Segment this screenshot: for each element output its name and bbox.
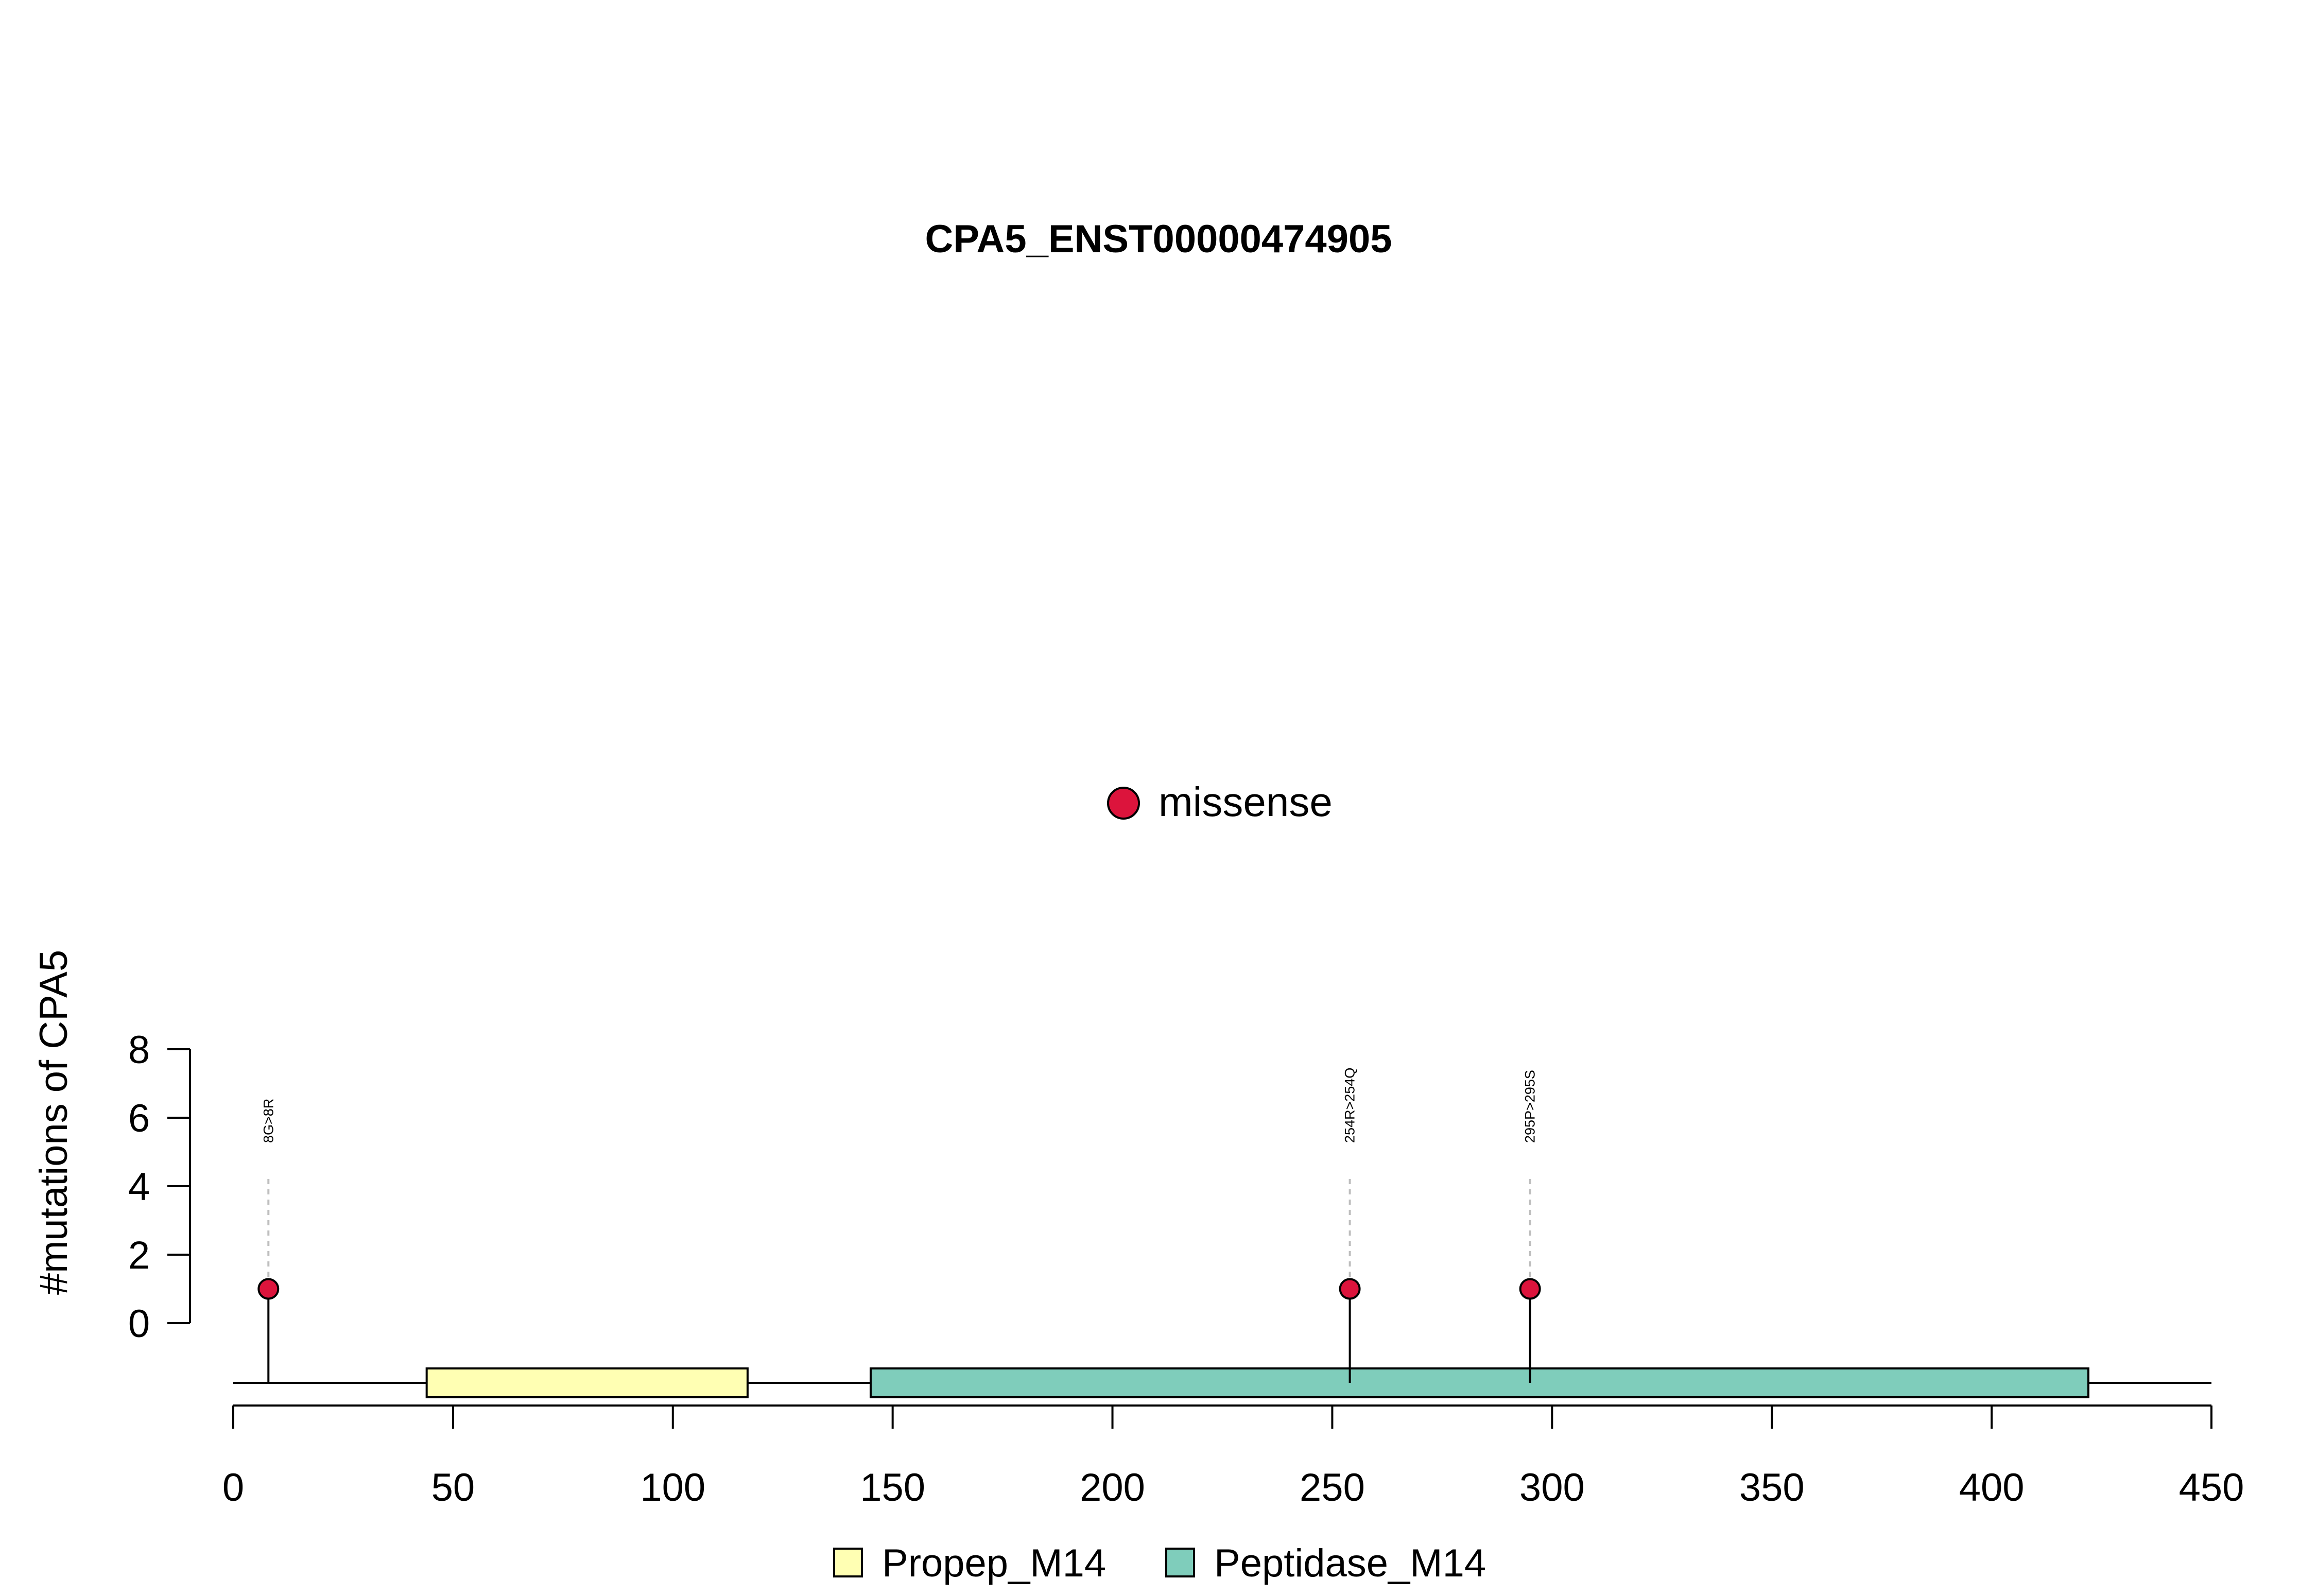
mutation-lollipops: 8G>8R 254R>254Q 295P>295S	[257, 1068, 1541, 1383]
x-tick-label-0: 0	[222, 1466, 244, 1510]
lollipop-head-254	[1339, 1278, 1361, 1300]
mutation-label-8: 8G>8R	[261, 1099, 276, 1143]
x-tick-label-300: 300	[1519, 1466, 1585, 1510]
x-tick-label-250: 250	[1300, 1466, 1365, 1510]
y-axis-label: #mutations of CPA5	[32, 950, 76, 1295]
legend-missense-marker	[1107, 787, 1140, 820]
y-tick-label-0: 0	[128, 1302, 150, 1346]
x-tick-label-50: 50	[431, 1466, 475, 1510]
x-tick-label-150: 150	[860, 1466, 925, 1510]
y-tick-label-6: 6	[128, 1097, 150, 1140]
y-tick-label-8: 8	[128, 1028, 150, 1072]
legend-swatch-peptidase-m14	[1165, 1548, 1195, 1577]
y-axis: 0 2 4 6 8	[128, 1028, 191, 1346]
domain-box-peptidase-m14	[869, 1367, 2089, 1398]
x-tick-label-450: 450	[2179, 1466, 2244, 1510]
chart-title: CPA5_ENST00000474905	[925, 217, 1392, 261]
x-tick-label-400: 400	[1959, 1466, 2025, 1510]
domain-legend: Propep_M14 Peptidase_M14	[833, 1541, 1486, 1585]
legend-missense-label: missense	[1158, 779, 1333, 825]
legend-swatch-propep-m14	[833, 1548, 863, 1577]
x-tick-label-100: 100	[640, 1466, 705, 1510]
mutation-label-254: 254R>254Q	[1342, 1068, 1358, 1143]
legend-label-propep-m14: Propep_M14	[882, 1541, 1106, 1585]
x-axis: 0 50 100 150 200 250 300 350 400 450	[222, 1404, 2244, 1510]
mutation-legend: missense	[1107, 779, 1333, 825]
lollipop-head-295	[1519, 1278, 1541, 1300]
lollipop-head-8	[257, 1278, 280, 1300]
domain-box-propep-m14	[425, 1367, 749, 1398]
domain-boxes	[425, 1367, 2089, 1398]
x-tick-label-350: 350	[1739, 1466, 1805, 1510]
y-tick-label-2: 2	[128, 1234, 150, 1277]
y-tick-label-4: 4	[128, 1165, 150, 1209]
mutation-label-295: 295P>295S	[1523, 1070, 1538, 1143]
x-tick-label-200: 200	[1080, 1466, 1145, 1510]
legend-label-peptidase-m14: Peptidase_M14	[1214, 1541, 1486, 1585]
